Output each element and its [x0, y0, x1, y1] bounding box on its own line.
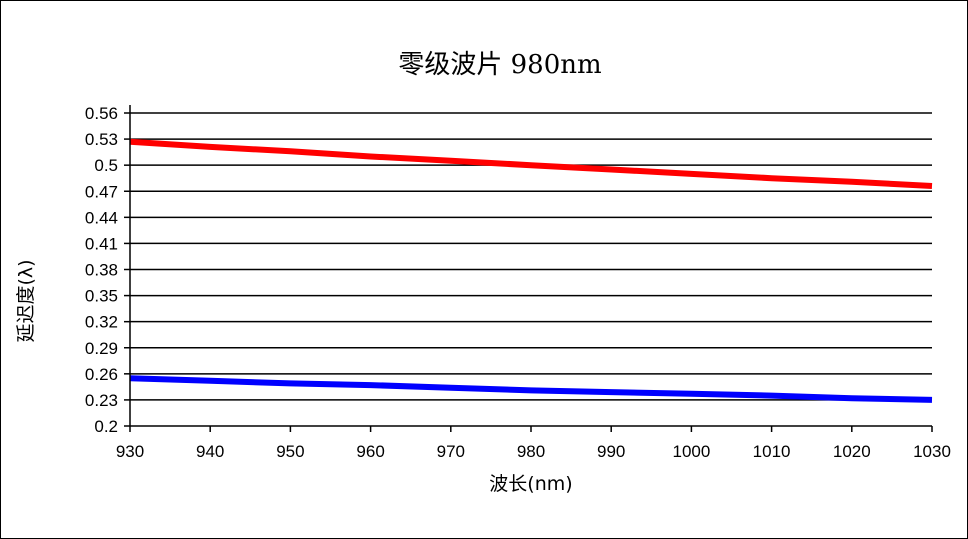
x-tick-label: 980 [517, 442, 545, 461]
y-tick-label: 0.53 [85, 130, 118, 149]
y-tick-label: 0.29 [85, 339, 118, 358]
y-tick-label: 0.47 [85, 182, 118, 201]
x-axis-label: 波长(nm) [489, 473, 572, 495]
x-tick-label: 1000 [672, 442, 710, 461]
x-tick-labels: 930 940 950 960 970 980 990 1000 1010 1020 1030 [116, 442, 951, 461]
y-tick-label: 0.38 [85, 261, 118, 280]
x-tick-label: 940 [196, 442, 224, 461]
x-tick-label: 930 [116, 442, 144, 461]
x-tick-label: 1010 [753, 442, 791, 461]
y-tick-label: 0.26 [85, 365, 118, 384]
axes [129, 105, 932, 427]
grid-lines [124, 112, 933, 432]
x-tick-label: 960 [356, 442, 384, 461]
x-tick-label: 990 [597, 442, 625, 461]
y-tick-label: 0.44 [85, 208, 118, 227]
series-line-2 [129, 375, 933, 403]
series-lines [129, 138, 933, 403]
y-tick-labels: 0.2 0.23 0.26 0.29 0.32 0.35 0.38 0.41 0.44 0.47 0… [85, 104, 118, 436]
x-tick-label: 970 [437, 442, 465, 461]
y-tick-label: 0.2 [94, 417, 118, 436]
x-tick-label: 1030 [913, 442, 951, 461]
y-tick-label: 0.23 [85, 391, 118, 410]
x-tick-label: 1020 [833, 442, 871, 461]
y-axis-label: 延迟度(λ) [15, 259, 37, 342]
y-tick-label: 0.56 [85, 104, 118, 123]
y-tick-label: 0.32 [85, 313, 118, 332]
y-tick-label: 0.41 [85, 234, 118, 253]
x-tick-label: 950 [276, 442, 304, 461]
y-tick-label: 0.5 [94, 156, 118, 175]
y-tick-label: 0.35 [85, 287, 118, 306]
series-line-1 [129, 138, 933, 189]
chart-title: 零级波片 980nm [398, 50, 601, 80]
